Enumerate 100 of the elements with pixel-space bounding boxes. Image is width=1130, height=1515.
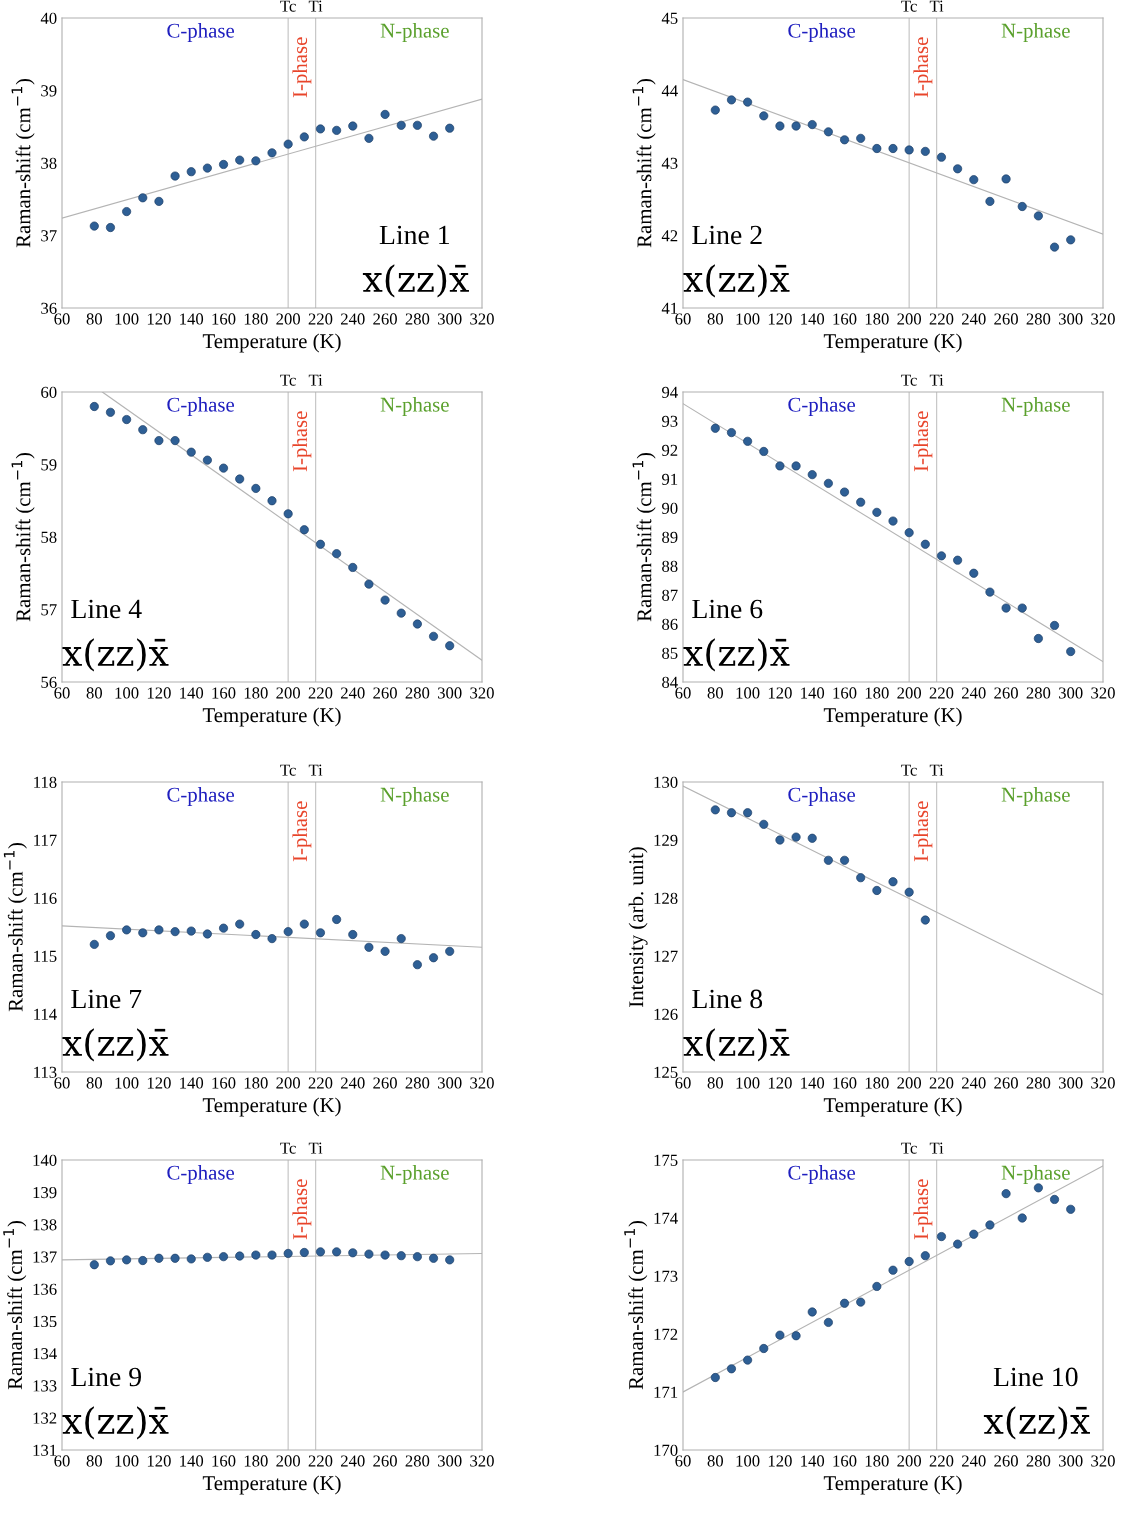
ref-line-label: Tc: [901, 1142, 917, 1154]
x-tick-label: 180: [244, 1077, 268, 1089]
y-tick-label: 114: [34, 1008, 57, 1020]
y-axis-title: Intensity (arb. unit): [628, 847, 648, 1007]
annotation: C-phase: [788, 397, 856, 416]
x-tick-label: 160: [833, 687, 857, 699]
x-tick-label: 180: [865, 1077, 889, 1089]
x-tick-label: 160: [212, 1077, 236, 1089]
x-tick-label: 300: [437, 687, 462, 699]
x-tick-label: 320: [1091, 1455, 1115, 1467]
annotation: N-phase: [380, 23, 449, 42]
x-tick-label: 300: [1058, 313, 1083, 325]
x-tick-label: 280: [405, 1455, 430, 1467]
annotation: I-phase: [913, 37, 933, 98]
x-tick-label: 200: [276, 313, 301, 325]
y-tick-label: 40: [40, 12, 57, 24]
x-tick-label: 240: [962, 1077, 986, 1089]
x-tick-label: 260: [373, 1077, 397, 1089]
y-tick-label: 134: [33, 1348, 57, 1360]
y-tick-label: 56: [41, 676, 57, 688]
x-tick-label: 120: [768, 313, 792, 325]
ref-line-label: Ti: [929, 764, 944, 776]
x-tick-label: 260: [994, 313, 1018, 325]
ref-line-label: Tc: [901, 764, 917, 776]
y-axis-title: Raman-shift (cm$^{−1}$): [632, 79, 656, 248]
annotation: I-phase: [913, 1179, 933, 1240]
y-tick-label: 89: [662, 531, 678, 543]
y-tick-label: 132: [33, 1412, 57, 1424]
y-tick-label: 117: [34, 834, 57, 846]
x-tick-label: 180: [865, 1455, 889, 1467]
x-tick-label: 300: [437, 313, 462, 325]
y-tick-label: 129: [654, 834, 678, 846]
y-tick-label: 58: [41, 531, 57, 543]
ref-line-label: Tc: [280, 1142, 296, 1154]
x-tick-label: 140: [801, 1077, 825, 1089]
annotation: N-phase: [380, 397, 449, 416]
x-tick-label: 120: [147, 313, 171, 325]
x-tick-label: 220: [308, 313, 333, 325]
x-tick-label: 240: [341, 1077, 365, 1089]
x-tick-label: 140: [180, 313, 204, 325]
y-axis-title: Raman-shift (cm$^{−1}$): [624, 1221, 648, 1390]
y-tick-label: 127: [654, 950, 678, 962]
y-tick-label: 113: [34, 1066, 57, 1078]
x-tick-label: 220: [308, 1455, 333, 1467]
annotation: x(zz)x̄: [362, 264, 469, 298]
y-axis-title: Raman-shift (cm$^{−1}$): [632, 453, 656, 622]
x-tick-label: 60: [675, 1077, 691, 1089]
ref-line-label: Ti: [308, 0, 323, 12]
y-tick-label: 59: [41, 459, 57, 471]
y-tick-label: 138: [33, 1219, 57, 1231]
ref-line-label: Tc: [280, 764, 296, 776]
x-tick-label: 60: [675, 1455, 691, 1467]
ref-line-label: Tc: [901, 374, 917, 386]
x-tick-label: 160: [833, 1077, 857, 1089]
y-tick-label: 87: [662, 589, 678, 601]
annotation: x(zz)x̄: [983, 1406, 1090, 1440]
y-axis-title: Raman-shift (cm$^{−1}$): [3, 1221, 27, 1390]
x-tick-label: 160: [212, 687, 236, 699]
y-axis-title: Raman-shift (cm$^{−1}$): [11, 453, 35, 622]
x-tick-label: 200: [897, 1455, 922, 1467]
x-tick-label: 60: [675, 687, 691, 699]
x-tick-label: 120: [147, 687, 171, 699]
annotation: N-phase: [1001, 1165, 1070, 1184]
y-tick-label: 126: [654, 1008, 678, 1020]
y-tick-label: 172: [654, 1328, 678, 1340]
ref-line-label: Ti: [308, 764, 323, 776]
y-tick-label: 45: [661, 12, 678, 24]
y-tick-label: 41: [661, 302, 678, 314]
annotation: Line 9: [71, 1367, 141, 1387]
y-tick-label: 174: [654, 1212, 678, 1224]
x-tick-label: 260: [994, 1455, 1018, 1467]
x-tick-label: 240: [962, 1455, 986, 1467]
y-tick-label: 131: [33, 1444, 57, 1456]
annotation: N-phase: [1001, 397, 1070, 416]
x-tick-label: 80: [86, 313, 103, 325]
x-tick-label: 180: [244, 1455, 268, 1467]
x-tick-label: 240: [962, 687, 986, 699]
x-tick-label: 280: [405, 1077, 430, 1089]
ref-line-label: Tc: [901, 0, 917, 12]
x-tick-label: 120: [768, 1455, 792, 1467]
x-tick-label: 320: [470, 687, 494, 699]
y-tick-label: 130: [654, 776, 678, 788]
x-tick-label: 100: [736, 1077, 760, 1089]
x-axis-title: Temperature (K): [202, 707, 341, 727]
x-tick-label: 160: [212, 1455, 236, 1467]
x-tick-label: 80: [707, 313, 724, 325]
x-tick-label: 200: [897, 313, 922, 325]
x-tick-label: 100: [115, 1077, 139, 1089]
x-tick-label: 300: [437, 1077, 462, 1089]
x-tick-label: 220: [929, 1455, 954, 1467]
x-tick-label: 300: [1058, 687, 1083, 699]
y-tick-label: 37: [41, 230, 57, 242]
x-tick-label: 140: [801, 1455, 825, 1467]
x-tick-label: 60: [54, 1455, 70, 1467]
x-tick-label: 320: [1091, 687, 1115, 699]
x-tick-label: 120: [147, 1077, 171, 1089]
x-tick-label: 140: [180, 687, 204, 699]
ref-line-label: Ti: [929, 374, 944, 386]
x-tick-label: 320: [470, 313, 494, 325]
y-tick-label: 115: [34, 950, 57, 962]
